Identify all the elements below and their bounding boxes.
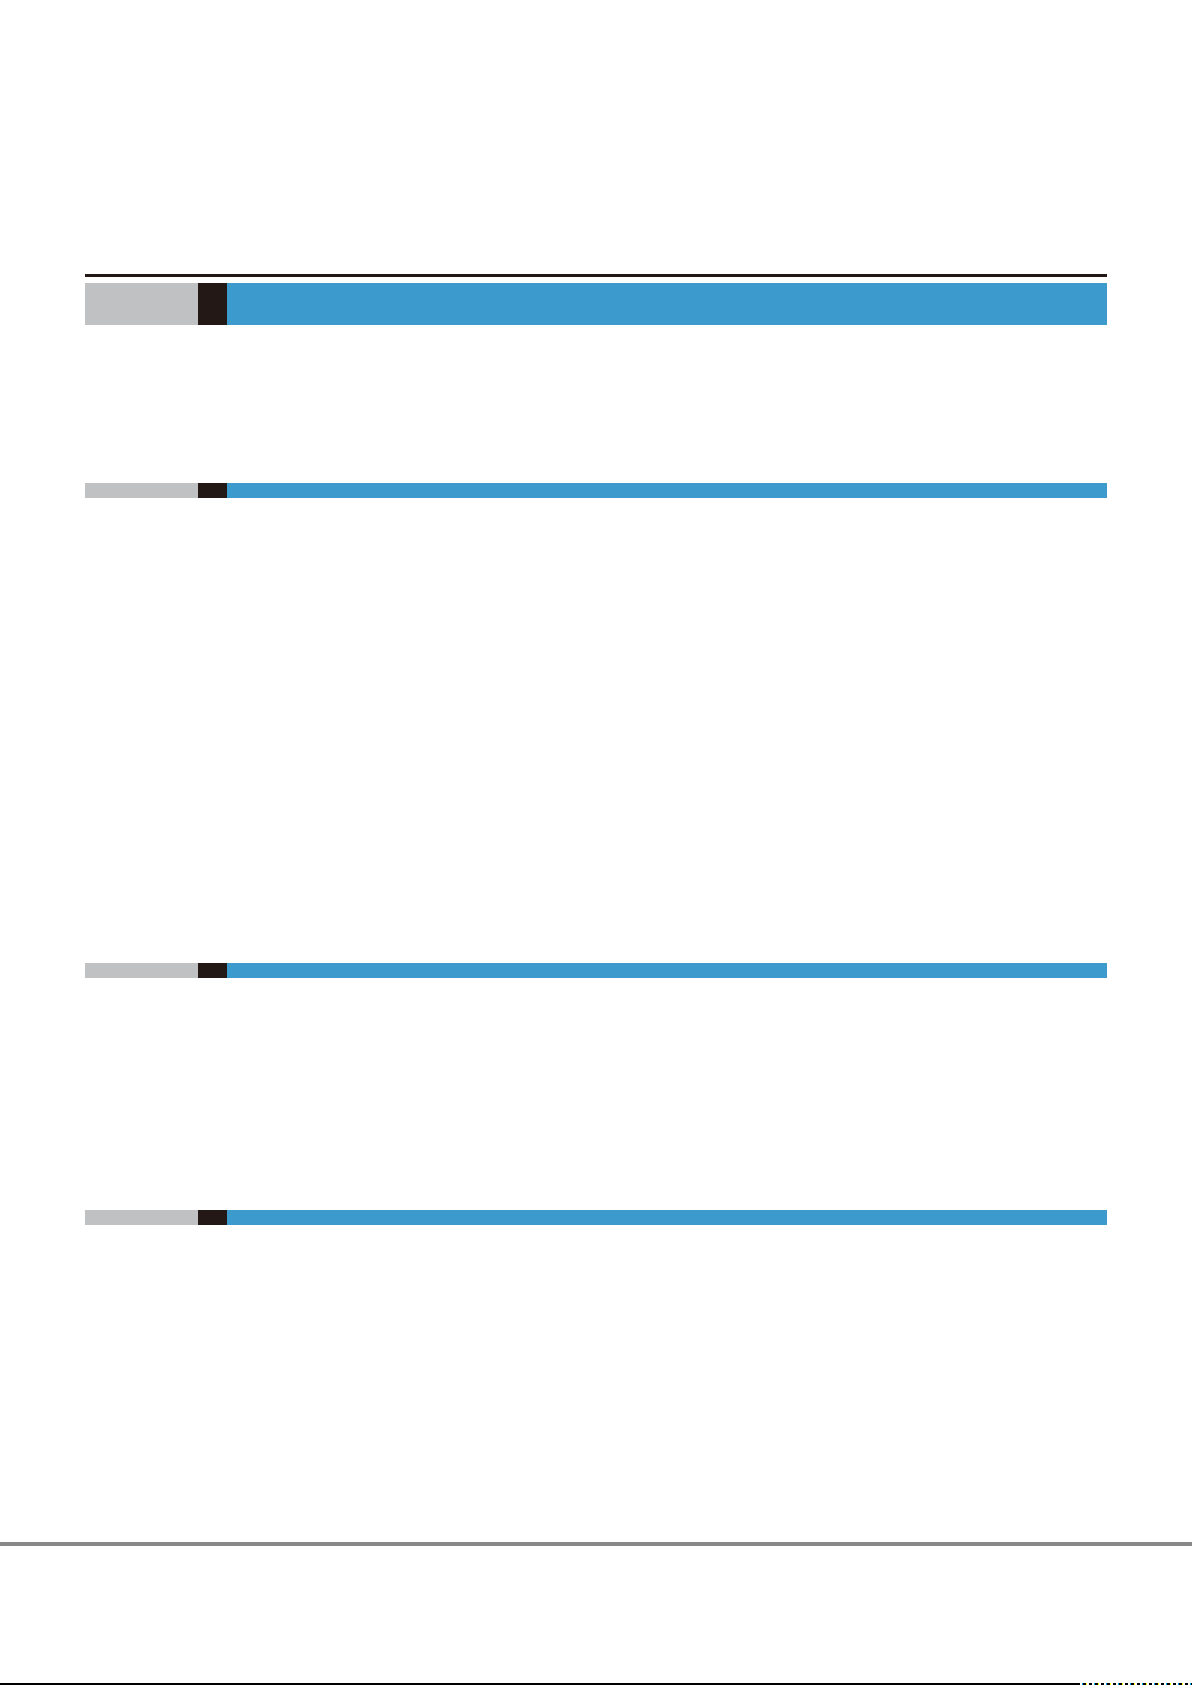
print-registration-marks bbox=[1077, 1683, 1192, 1685]
top-rule bbox=[85, 274, 1107, 277]
bar-blue-segment bbox=[227, 483, 1107, 498]
section-divider-bar bbox=[85, 483, 1107, 498]
bottom-rule bbox=[0, 1683, 1077, 1685]
bar-gray-segment bbox=[85, 283, 198, 325]
section-divider-bar bbox=[85, 963, 1107, 978]
bar-dark-segment bbox=[198, 1210, 227, 1225]
footer-rule bbox=[0, 1542, 1192, 1546]
bar-gray-segment bbox=[85, 963, 198, 978]
bar-gray-segment bbox=[85, 1210, 198, 1225]
bar-dark-segment bbox=[198, 283, 227, 325]
section-header-bar bbox=[85, 283, 1107, 325]
bar-blue-segment bbox=[227, 283, 1107, 325]
bar-dark-segment bbox=[198, 963, 227, 978]
bar-dark-segment bbox=[198, 483, 227, 498]
bar-gray-segment bbox=[85, 483, 198, 498]
bar-blue-segment bbox=[227, 963, 1107, 978]
section-divider-bar bbox=[85, 1210, 1107, 1225]
bar-blue-segment bbox=[227, 1210, 1107, 1225]
